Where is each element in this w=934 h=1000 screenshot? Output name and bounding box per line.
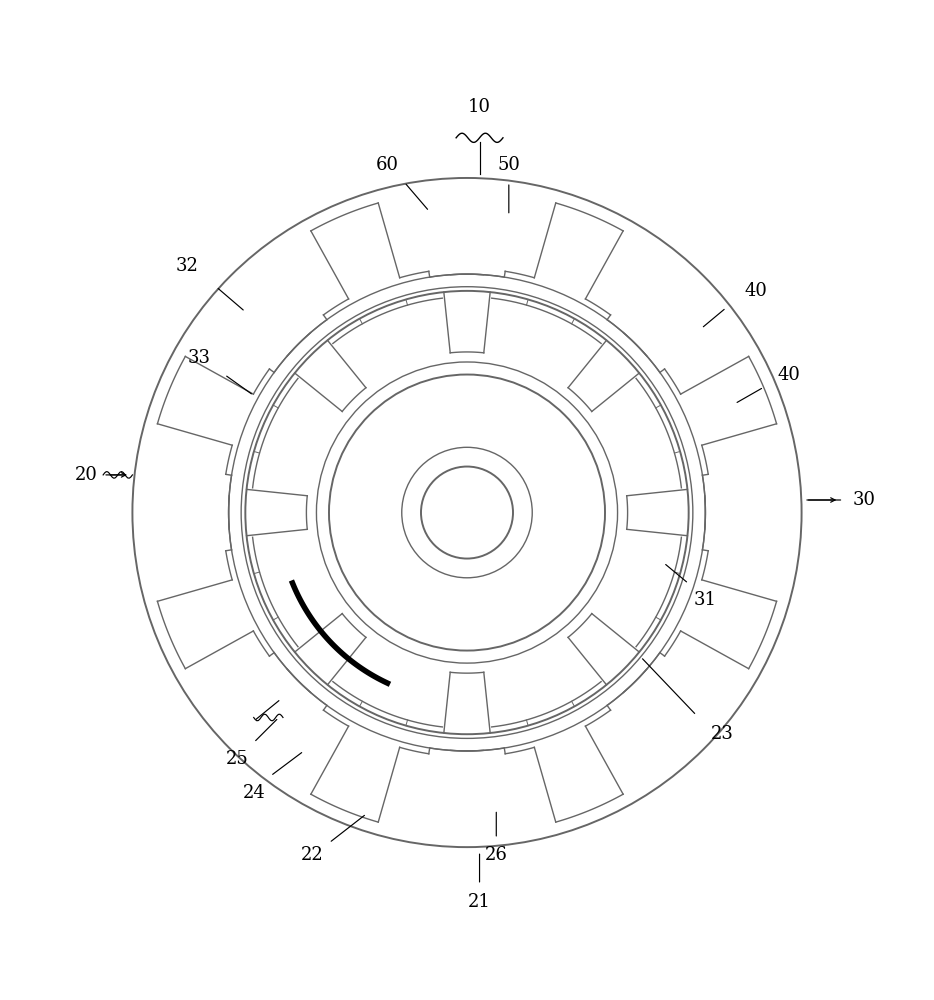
Text: 23: 23 <box>711 725 733 743</box>
Text: 40: 40 <box>778 366 800 384</box>
Text: 33: 33 <box>188 349 211 367</box>
Text: 10: 10 <box>468 98 491 116</box>
Text: 40: 40 <box>744 282 767 300</box>
Text: 32: 32 <box>176 257 198 275</box>
Text: 25: 25 <box>226 750 248 768</box>
Text: 60: 60 <box>376 156 399 174</box>
Text: 30: 30 <box>853 491 876 509</box>
Text: 26: 26 <box>485 846 508 864</box>
Text: 20: 20 <box>75 466 98 484</box>
Text: 50: 50 <box>498 156 520 174</box>
Text: 31: 31 <box>694 591 717 609</box>
Text: 21: 21 <box>468 893 491 911</box>
Text: 24: 24 <box>242 784 265 802</box>
Text: 22: 22 <box>301 846 323 864</box>
